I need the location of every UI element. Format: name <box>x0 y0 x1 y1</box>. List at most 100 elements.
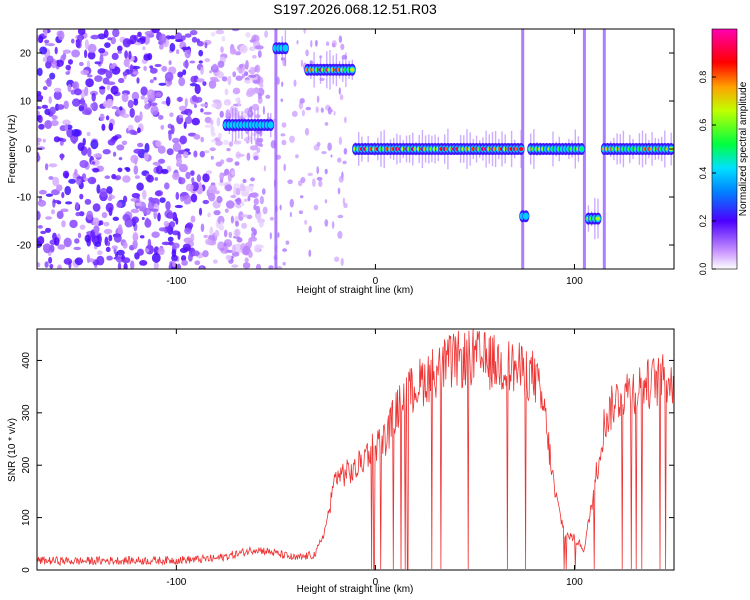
noise-speckle <box>204 42 208 49</box>
noise-speckle <box>77 232 82 239</box>
noise-speckle <box>131 208 137 213</box>
noise-speckle <box>178 163 188 173</box>
noise-speckle <box>53 136 61 143</box>
noise-speckle <box>65 64 71 71</box>
noise-speckle <box>198 60 203 64</box>
noise-speckle <box>204 58 211 63</box>
noise-speckle <box>281 139 287 146</box>
noise-speckle <box>265 94 271 99</box>
noise-speckle <box>48 163 58 168</box>
noise-speckle <box>203 150 210 154</box>
noise-speckle <box>97 250 103 256</box>
noise-speckle <box>143 66 147 71</box>
spectrogram-x-label: Height of straight line (km) <box>297 285 414 296</box>
noise-speckle <box>221 76 228 82</box>
noise-speckle <box>324 219 329 227</box>
noise-speckle <box>160 124 165 130</box>
noise-speckle <box>72 82 78 89</box>
spectrogram-heatmap <box>37 29 674 269</box>
noise-speckle <box>43 29 48 37</box>
noise-speckle <box>79 224 86 230</box>
noise-speckle <box>86 210 94 221</box>
band-core <box>595 216 601 221</box>
noise-speckle <box>287 179 293 185</box>
noise-speckle <box>200 108 204 113</box>
noise-speckle <box>37 199 47 207</box>
noise-speckle <box>184 98 188 108</box>
noise-speckle <box>190 233 195 242</box>
noise-speckle <box>181 46 190 51</box>
noise-speckle <box>250 88 260 94</box>
noise-speckle <box>262 188 266 195</box>
noise-speckle <box>49 72 56 80</box>
noise-speckle <box>167 80 173 85</box>
noise-speckle <box>92 168 100 173</box>
noise-speckle <box>91 92 96 102</box>
noise-speckle <box>267 112 270 119</box>
noise-speckle <box>140 86 148 96</box>
noise-speckle <box>49 106 56 115</box>
noise-speckle <box>150 105 159 116</box>
noise-speckle <box>250 177 255 182</box>
noise-speckle <box>326 41 330 46</box>
noise-speckle <box>37 262 41 268</box>
noise-speckle <box>339 94 344 101</box>
y-tick-label: 400 <box>21 352 32 369</box>
noise-speckle <box>107 37 113 41</box>
noise-speckle <box>164 182 170 190</box>
noise-speckle <box>130 260 135 269</box>
noise-speckle <box>46 77 52 87</box>
noise-speckle <box>54 87 62 93</box>
noise-speckle <box>199 266 204 269</box>
noise-speckle <box>104 175 111 179</box>
noise-speckle <box>106 84 111 91</box>
noise-speckle <box>298 180 303 187</box>
noise-speckle <box>342 160 347 165</box>
noise-speckle <box>249 145 258 151</box>
noise-speckle <box>168 60 172 65</box>
noise-speckle <box>154 190 162 197</box>
noise-speckle <box>219 110 224 118</box>
noise-speckle <box>154 177 159 181</box>
noise-speckle <box>231 251 240 257</box>
noise-speckle <box>300 59 303 68</box>
noise-speckle <box>316 166 320 175</box>
noise-speckle <box>172 242 180 249</box>
noise-speckle <box>57 104 65 110</box>
noise-speckle <box>149 102 158 106</box>
noise-speckle <box>107 98 114 107</box>
noise-speckle <box>200 223 205 232</box>
noise-speckle <box>245 32 251 38</box>
noise-speckle <box>61 192 65 199</box>
noise-speckle <box>46 43 55 47</box>
noise-speckle <box>75 201 79 210</box>
noise-speckle <box>199 150 205 158</box>
noise-speckle <box>172 137 180 144</box>
noise-speckle <box>202 81 207 86</box>
noise-speckle <box>141 217 145 220</box>
vertical-streak <box>274 29 278 269</box>
noise-speckle <box>170 124 175 135</box>
noise-speckle <box>130 198 139 202</box>
noise-speckle <box>137 142 144 148</box>
noise-speckle <box>99 220 104 226</box>
noise-speckle <box>190 193 198 203</box>
noise-speckle <box>338 35 343 43</box>
noise-speckle <box>151 252 161 263</box>
noise-speckle <box>183 121 187 129</box>
noise-speckle <box>235 204 242 209</box>
noise-speckle <box>303 29 306 34</box>
noise-speckle <box>308 249 312 257</box>
noise-speckle <box>238 64 244 68</box>
noise-speckle <box>75 211 81 217</box>
noise-speckle <box>324 199 328 204</box>
noise-speckle <box>209 147 216 152</box>
noise-speckle <box>121 92 129 103</box>
noise-speckle <box>44 39 50 44</box>
noise-speckle <box>216 117 221 127</box>
noise-speckle <box>130 154 139 164</box>
noise-speckle <box>121 113 130 119</box>
noise-speckle <box>51 209 55 215</box>
noise-speckle <box>241 73 245 79</box>
noise-speckle <box>108 122 114 131</box>
